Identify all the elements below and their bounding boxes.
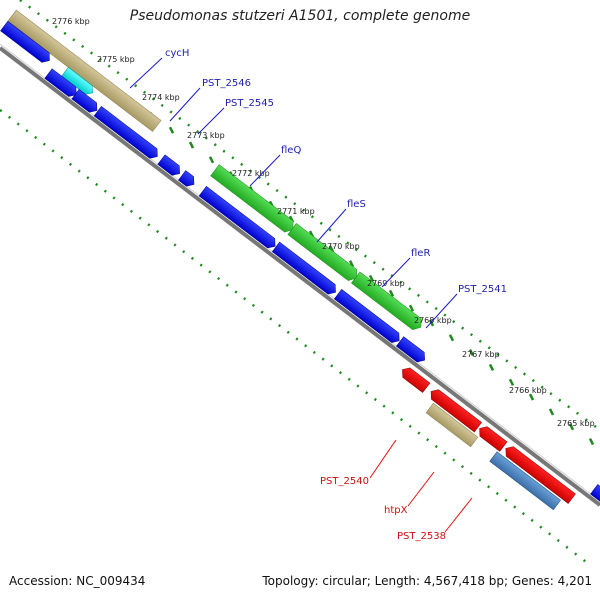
gene-label: PST_2541 [458,284,507,295]
feature-blue-5 [157,154,180,176]
tick-mark [548,408,555,416]
gene-label: fleS [347,199,366,210]
tick-label: 2767 kbp [462,350,500,359]
genome-backbone [0,46,600,507]
tick-label: 2770 kbp [322,242,360,251]
leader-line [316,208,347,243]
tick-mark [448,334,455,342]
leader-line [444,497,473,533]
tick-mark [388,289,395,297]
feature-blue-2 [44,68,77,97]
tick-mark [408,304,415,312]
tick-labels: 2776 kbp 2775 kbp 2774 kbp 2773 kbp 2772 kbp… [52,17,595,428]
feature-blue-3 [71,89,98,113]
gene-label: PST_2546 [202,78,251,89]
lower-dotted-track [0,109,591,566]
map-title: Pseudomonas stutzeri A1501, complete gen… [129,8,471,24]
tick-label: 2765 kbp [557,419,595,428]
tick-mark [508,378,515,386]
tick-mark [168,126,175,134]
feature-green-fleR [351,271,422,330]
feature-blue-4 [93,106,158,159]
feature-blue-9 [333,289,400,343]
leader-line [169,87,201,122]
tick-mark [428,319,435,327]
feature-red-2 [430,389,482,433]
feature-red-3 [479,426,508,452]
leader-line [197,107,225,135]
gene-label: PST_2545 [225,98,274,109]
tick-mark [368,274,375,283]
leader-line [407,471,435,507]
feature-cyan [61,66,94,95]
feature-red-4 [505,446,576,504]
tick-label: 2776 kbp [52,17,90,26]
gene-labels: cycH PST_2546 PST_2545 fleQ fleS fleR PST_2541… [165,48,507,542]
feature-track [0,9,600,511]
feature-green-fleS [287,223,358,281]
tick-label: 2775 kbp [97,55,135,64]
gene-label: PST_2538 [397,531,446,542]
feature-red-1 [402,367,431,393]
leader-line [249,154,281,187]
tick-label: 2772 kbp [232,169,270,178]
tick-mark [588,438,595,446]
leader-line [381,257,411,288]
gene-label: htpX [384,505,408,516]
feature-blue-7 [198,186,276,249]
tick-label: 2771 kbp [277,207,315,216]
gene-label: PST_2540 [320,476,369,487]
leader-line [129,57,163,89]
accession-text: Accession: NC_009434 [9,574,146,588]
genome-summary-text: Topology: circular; Length: 4,567,418 bp… [262,574,592,588]
tick-mark [348,260,355,268]
feature-tan-htpX [425,402,479,448]
feature-blue-1 [0,20,50,63]
feature-steel-blue [489,451,561,511]
tick-mark [488,363,495,372]
gene-label: cycH [165,48,189,59]
tick-label: 2766 kbp [509,386,547,395]
tick-mark [468,349,475,357]
leader-line [369,439,397,479]
feature-blue-6 [178,170,195,187]
gene-label: fleQ [281,145,301,156]
feature-blue-11 [590,484,600,507]
tick-label: 2774 kbp [142,93,180,102]
tick-mark [568,423,575,431]
tick-mark [188,141,195,149]
gene-label: fleR [411,248,430,259]
feature-blue-8 [271,241,336,295]
tick-label: 2773 kbp [187,131,225,140]
leader-lines [129,57,473,533]
tick-mark [208,156,215,164]
feature-blue-10 [396,336,425,363]
tick-mark [528,393,535,401]
leader-line [425,293,458,329]
feature-green-fleQ [210,164,294,233]
